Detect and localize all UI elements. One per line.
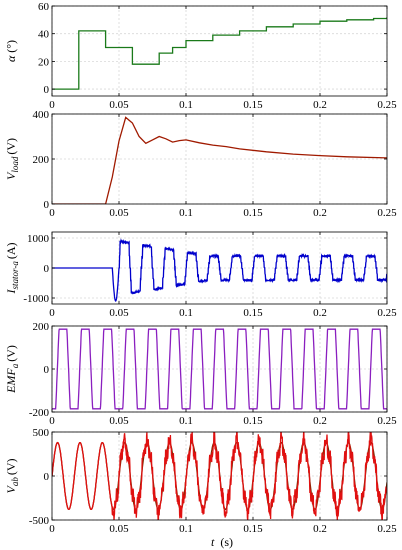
y-axis-label: α(°) [4,40,18,62]
x-axis-label: t (s) [211,535,233,549]
x-tick-label: 0 [49,523,55,535]
y-tick-label: -1000 [23,293,49,305]
x-tick-label: 0.2 [313,415,327,427]
x-tick-label: 0.25 [377,99,397,111]
y-tick-label: 500 [33,427,50,439]
x-tick-label: 0.1 [179,99,193,111]
series-line-1 [52,17,387,90]
x-tick-label: 0 [49,307,55,319]
x-tick-label: 0.05 [109,207,129,219]
x-tick-label: 0.05 [109,415,129,427]
x-tick-label: 0.25 [377,307,397,319]
x-tick-label: 0.2 [313,207,327,219]
y-tick-label: -500 [29,515,50,527]
series-line-1 [52,238,387,303]
y-tick-label: 40 [38,29,50,41]
x-tick-label: 0.05 [109,523,129,535]
y-axis-label: Vab(V) [4,458,20,493]
x-tick-label: 0.1 [179,307,193,319]
series-line-1 [52,116,387,204]
x-tick-label: 0.2 [313,99,327,111]
x-tick-label: 0.15 [243,99,263,111]
x-tick-label: 0 [49,99,55,111]
x-tick-label: 0.1 [179,207,193,219]
y-tick-label: 0 [44,471,50,483]
y-tick-label: 200 [33,154,50,166]
y-tick-label: 400 [33,109,50,121]
y-tick-label: 60 [38,1,50,13]
y-axis-label: Vload(V) [4,138,20,180]
x-tick-label: 0.15 [243,415,263,427]
x-tick-label: 0 [49,415,55,427]
x-tick-label: 0.25 [377,415,397,427]
x-tick-label: 0.05 [109,99,129,111]
y-tick-label: 0 [44,199,50,211]
panel-2: 0 0.05 0.1 0.15 0.2 0.25 0 200 400 Vload(V) [4,109,397,219]
x-tick-label: 0.2 [313,307,327,319]
y-tick-label: 0 [44,84,50,96]
y-tick-label: -200 [29,407,50,419]
y-tick-label: 200 [33,321,50,333]
y-tick-label: 0 [44,263,50,275]
panel-3: 0 0.05 0.1 0.15 0.2 0.25-100001000Istator-a(A… [4,231,397,319]
x-tick-label: 0.1 [179,415,193,427]
series-line-1 [52,328,387,410]
x-tick-label: 0.15 [243,307,263,319]
x-tick-label: 0.25 [377,207,397,219]
x-tick-label: 0.2 [313,523,327,535]
panel-1: 0 0.05 0.1 0.15 0.2 0.25 0 20 40 60 α(°) [4,1,397,111]
x-tick-label: 0 [49,207,55,219]
plot-frame [51,5,388,97]
y-axis-label: EMFa(V) [4,345,20,394]
y-tick-label: 20 [38,56,50,68]
y-tick-label: 1000 [27,233,50,245]
y-tick-label: 0 [44,364,50,376]
x-tick-label: 0.05 [109,307,129,319]
x-tick-label: 0.1 [179,523,193,535]
x-tick-label: 0.15 [243,523,263,535]
series-line-2 [52,432,387,520]
x-tick-label: 0.15 [243,207,263,219]
y-axis-label: Istator-a(A) [4,243,20,295]
x-tick-label: 0.25 [377,523,397,535]
